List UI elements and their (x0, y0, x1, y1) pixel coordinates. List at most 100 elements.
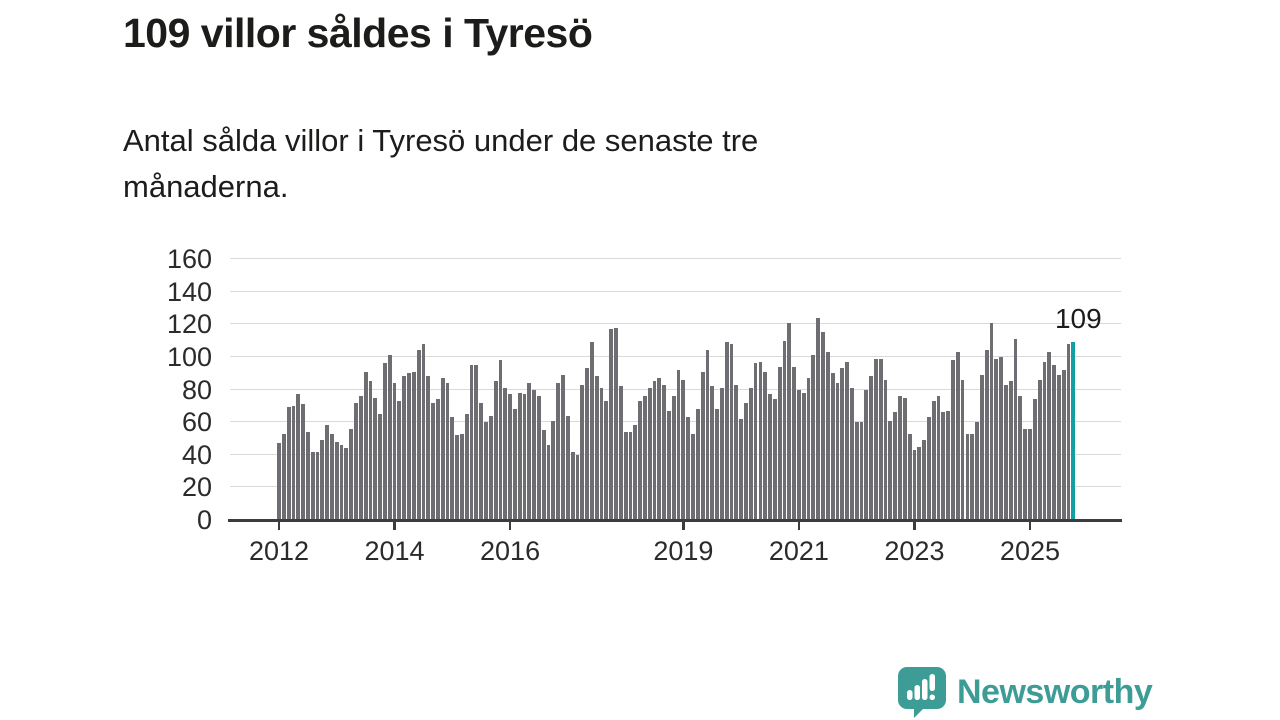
bar (556, 382, 561, 520)
bar (354, 402, 358, 520)
bar (421, 343, 426, 520)
bar (695, 409, 700, 520)
bar (493, 381, 498, 520)
y-axis-label: 120 (166, 309, 212, 340)
bar (460, 433, 464, 520)
bar (1018, 396, 1023, 520)
bar (763, 371, 768, 520)
bar (628, 431, 633, 520)
bar (609, 329, 614, 520)
gridline (230, 290, 1121, 292)
bar (561, 374, 565, 520)
bar (719, 387, 724, 520)
bar (575, 454, 580, 520)
highlighted-bar (1071, 342, 1076, 520)
y-axis-label: 160 (166, 244, 212, 274)
subtitle-line-2: månaderna. (123, 169, 289, 204)
y-axis-label: 60 (181, 407, 212, 438)
bar (912, 449, 917, 520)
y-axis-label: 20 (181, 472, 212, 503)
bar (758, 361, 763, 520)
bar (416, 350, 421, 520)
bar (1013, 338, 1018, 520)
bar (700, 371, 705, 520)
bar (512, 409, 517, 520)
bar (864, 389, 869, 520)
bar (522, 394, 527, 520)
bar (474, 365, 479, 520)
bar (407, 373, 411, 520)
bar (291, 405, 296, 520)
bar (387, 355, 392, 520)
bar (623, 431, 628, 520)
bar (676, 369, 681, 520)
bar (349, 428, 354, 520)
bar (883, 379, 888, 520)
bar (787, 322, 792, 520)
bar (614, 327, 618, 520)
bar (488, 415, 493, 520)
bar (1028, 428, 1032, 520)
bar (618, 386, 623, 520)
bar (845, 361, 849, 520)
bar (1023, 428, 1028, 520)
bar (464, 413, 469, 520)
bar (281, 433, 286, 520)
bar (1061, 369, 1066, 520)
bar (744, 402, 748, 520)
x-axis-label: 2016 (480, 536, 541, 566)
bar (878, 358, 883, 520)
x-axis-label: 2025 (999, 536, 1060, 566)
bar (1066, 343, 1071, 520)
x-axis-label: 2021 (768, 536, 829, 566)
bar (1056, 374, 1061, 520)
bar (339, 444, 344, 520)
bar (777, 366, 782, 520)
bar (546, 444, 551, 520)
bar (541, 430, 546, 520)
bar (667, 410, 671, 520)
bar (869, 376, 874, 520)
bar (320, 440, 325, 520)
y-axis-label: 100 (166, 341, 212, 372)
x-axis-tick (913, 522, 916, 530)
bar (936, 396, 941, 520)
bar (748, 387, 753, 520)
bar (479, 402, 484, 520)
bar (951, 360, 955, 520)
bar (801, 392, 806, 520)
bar (941, 412, 946, 520)
bar (604, 400, 609, 520)
bar (599, 387, 604, 520)
gridline (230, 323, 1121, 325)
bar (527, 382, 532, 520)
bar (1032, 399, 1037, 520)
last-value-annotation: 109 (1054, 303, 1102, 335)
bar (893, 412, 898, 520)
bar (849, 387, 854, 520)
bar (1052, 365, 1056, 520)
bar (888, 420, 893, 520)
bar (955, 351, 960, 520)
bar (854, 422, 859, 520)
bar (739, 418, 744, 520)
bar (469, 365, 474, 520)
bar (286, 407, 291, 520)
bar (917, 446, 922, 520)
bar (305, 431, 310, 520)
bar (330, 433, 334, 520)
bar (277, 443, 281, 520)
bar (768, 394, 772, 520)
bar (671, 396, 676, 520)
bar (946, 410, 951, 520)
bar (344, 448, 349, 520)
bar (585, 368, 589, 520)
bar (503, 387, 508, 520)
bar (811, 355, 816, 520)
bar (922, 440, 926, 520)
x-axis-label: 2014 (364, 536, 425, 566)
gridline (230, 355, 1121, 357)
bar (440, 378, 445, 520)
bar (835, 382, 840, 520)
bar (686, 417, 691, 520)
